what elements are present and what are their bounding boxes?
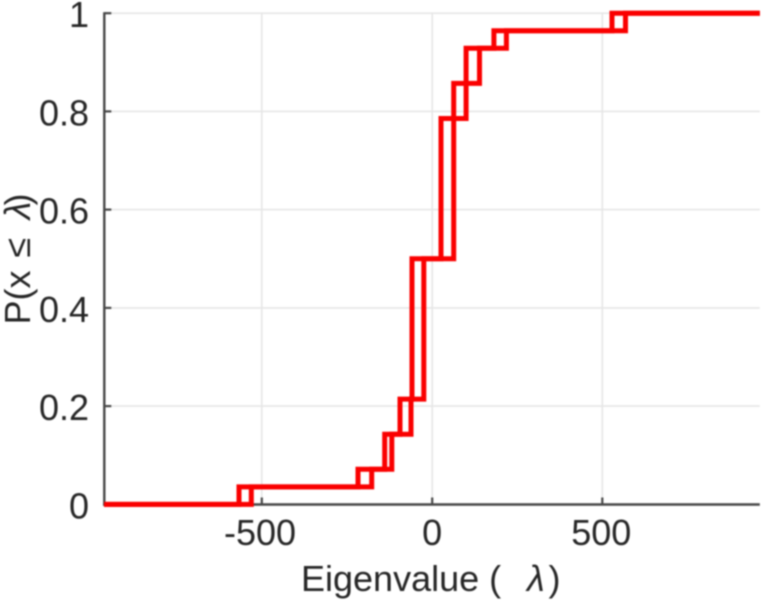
- svg-text:0.6: 0.6: [39, 191, 89, 232]
- svg-text:500: 500: [571, 512, 631, 553]
- svg-text:0.2: 0.2: [39, 387, 89, 428]
- svg-text:P(x: P(x: [0, 271, 38, 325]
- svg-text:≤: ≤: [0, 238, 38, 258]
- svg-text:0: 0: [69, 486, 89, 527]
- svg-text:): ): [0, 194, 38, 206]
- svg-text:-500: -500: [224, 512, 296, 553]
- svg-text:1: 1: [69, 0, 89, 35]
- svg-text:λ: λ: [0, 202, 38, 222]
- svg-text:0.8: 0.8: [39, 92, 89, 133]
- svg-text:0.4: 0.4: [39, 289, 89, 330]
- svg-text:0: 0: [422, 512, 442, 553]
